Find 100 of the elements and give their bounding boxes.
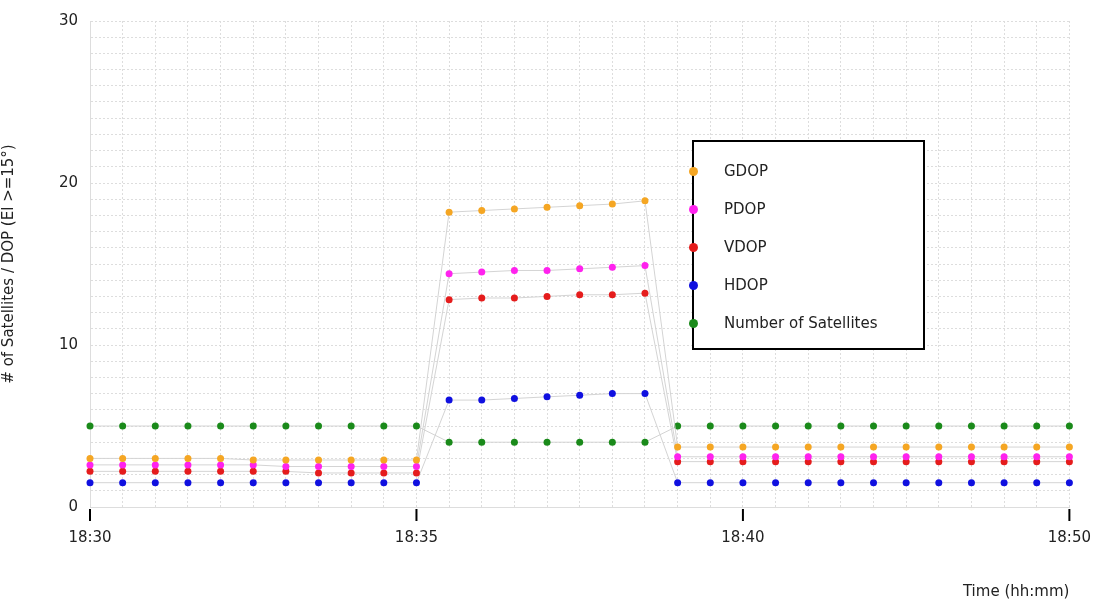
y-tick-label: 0 xyxy=(68,496,78,515)
point xyxy=(380,422,388,430)
point xyxy=(902,443,910,451)
point xyxy=(151,454,159,462)
point xyxy=(576,202,584,210)
point xyxy=(804,422,812,430)
point xyxy=(478,268,486,276)
point xyxy=(967,453,975,461)
point xyxy=(217,461,225,469)
point xyxy=(837,479,845,487)
point xyxy=(315,469,323,477)
point xyxy=(641,262,649,270)
point xyxy=(902,422,910,430)
point xyxy=(445,296,453,304)
point xyxy=(412,422,420,430)
point xyxy=(1065,443,1073,451)
point xyxy=(86,467,94,475)
legend-label: VDOP xyxy=(724,238,767,256)
point xyxy=(674,453,682,461)
point xyxy=(282,463,290,470)
point xyxy=(412,463,420,470)
point xyxy=(935,453,943,461)
point xyxy=(380,456,388,464)
point xyxy=(935,479,943,487)
point xyxy=(412,469,420,477)
point xyxy=(641,197,649,205)
point xyxy=(249,456,257,464)
point xyxy=(478,396,486,404)
point xyxy=(151,479,159,487)
point xyxy=(119,422,127,430)
point xyxy=(380,469,388,477)
point xyxy=(151,467,159,475)
point xyxy=(967,443,975,451)
point xyxy=(119,454,127,462)
point xyxy=(347,456,355,464)
point xyxy=(576,291,584,299)
point xyxy=(315,479,323,487)
point xyxy=(184,422,192,430)
point xyxy=(837,453,845,461)
point xyxy=(772,422,780,430)
point xyxy=(1033,443,1041,451)
point xyxy=(282,422,290,430)
x-tick-label: 18:35 xyxy=(394,527,439,546)
point xyxy=(706,443,714,451)
point xyxy=(772,443,780,451)
point xyxy=(217,479,225,487)
point xyxy=(315,422,323,430)
point xyxy=(543,266,551,274)
point xyxy=(1033,422,1041,430)
point xyxy=(870,422,878,430)
point xyxy=(870,479,878,487)
point xyxy=(706,422,714,430)
point xyxy=(706,479,714,487)
point xyxy=(217,422,225,430)
point xyxy=(1000,479,1008,487)
point xyxy=(935,422,943,430)
x-tick-label: 18:50 xyxy=(1047,527,1091,546)
point xyxy=(380,479,388,487)
point xyxy=(184,454,192,462)
point xyxy=(347,479,355,487)
point xyxy=(674,479,682,487)
point xyxy=(510,205,518,213)
point xyxy=(347,463,355,470)
point xyxy=(739,453,747,461)
point xyxy=(445,396,453,404)
point xyxy=(217,454,225,462)
point xyxy=(412,456,420,464)
point xyxy=(837,443,845,451)
point xyxy=(870,443,878,451)
point xyxy=(445,438,453,446)
point xyxy=(510,438,518,446)
point xyxy=(184,461,192,469)
point xyxy=(902,453,910,461)
y-axis-title: # of Satellites / DOP (El >=15°) xyxy=(0,144,17,384)
point xyxy=(412,479,420,487)
point xyxy=(967,479,975,487)
point xyxy=(282,456,290,464)
point xyxy=(249,467,257,475)
point xyxy=(86,461,94,469)
point xyxy=(543,203,551,211)
legend-label: PDOP xyxy=(724,200,766,218)
point xyxy=(576,265,584,273)
legend-label: Number of Satellites xyxy=(724,314,878,332)
point xyxy=(119,479,127,487)
point xyxy=(870,453,878,461)
point xyxy=(86,454,94,462)
point xyxy=(1065,422,1073,430)
point xyxy=(674,443,682,451)
point xyxy=(608,390,616,398)
point xyxy=(576,438,584,446)
point xyxy=(641,438,649,446)
point xyxy=(478,294,486,302)
x-tick-label: 18:40 xyxy=(721,527,765,546)
point xyxy=(151,422,159,430)
point xyxy=(184,467,192,475)
point xyxy=(608,263,616,271)
legend-label: HDOP xyxy=(724,276,768,294)
point xyxy=(804,453,812,461)
x-axis-title: Time (hh:mm) xyxy=(961,581,1070,600)
point xyxy=(739,443,747,451)
